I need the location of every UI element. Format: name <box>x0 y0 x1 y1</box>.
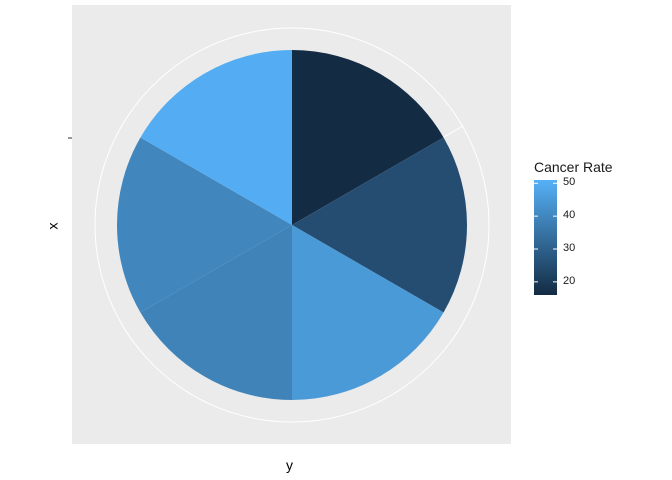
pie-slice-5 <box>117 137 292 313</box>
pie-slices <box>117 50 467 400</box>
pie-slice-2 <box>292 137 467 313</box>
pie-slice-4 <box>140 225 292 400</box>
legend-colorbar <box>534 180 557 295</box>
outer-grid-circle <box>94 27 490 423</box>
legend-tick-label: 20 <box>563 274 576 287</box>
x-axis-title: y <box>286 457 293 473</box>
legend-tick-label: 30 <box>563 242 576 254</box>
pie-slice-6 <box>140 50 292 225</box>
pie-slice-1 <box>292 50 444 225</box>
legend-tick-marks <box>534 182 557 283</box>
legend-tick-label: 40 <box>563 209 576 222</box>
legend-tick-label: 50 <box>563 176 576 189</box>
legend-title: Cancer Rate <box>534 159 613 175</box>
pie-slice-3 <box>292 225 444 400</box>
y-axis-title: x <box>44 222 61 230</box>
